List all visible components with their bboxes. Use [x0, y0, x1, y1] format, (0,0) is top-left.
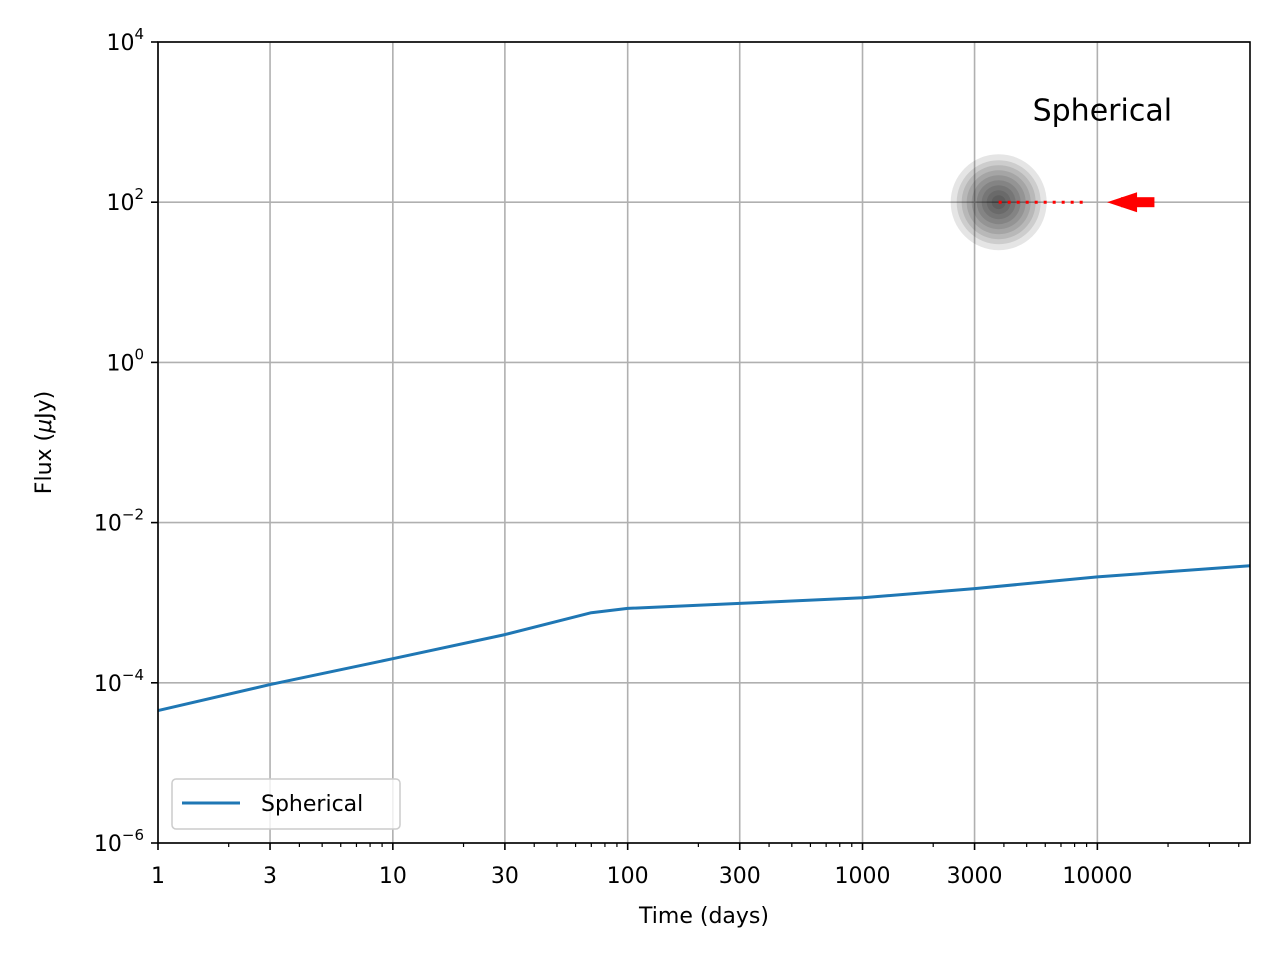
- annotation-text: Spherical: [1033, 93, 1172, 128]
- y-tick-label: 100: [106, 345, 144, 376]
- x-tick-label: 10000: [1062, 864, 1132, 889]
- plot-frame: [157, 41, 1251, 844]
- x-tick-label: 3: [263, 864, 277, 889]
- x-tick-label: 30: [491, 864, 519, 889]
- legend: Spherical: [171, 778, 401, 830]
- x-axis-title: Time (days): [638, 904, 769, 929]
- marker-arrow-shaft: [1121, 197, 1155, 208]
- y-tick-label: 10−2: [94, 506, 144, 537]
- y-axis-title-suffix: Jy): [32, 391, 57, 421]
- annotations: Spherical: [1033, 93, 1172, 128]
- y-tick-label: 10−6: [94, 826, 144, 857]
- y-axis-title-mu: μ: [32, 419, 57, 434]
- x-tick-label: 100: [607, 864, 649, 889]
- x-tick-label: 1: [151, 864, 165, 889]
- inset-marker: [950, 154, 1155, 251]
- legend-label: Spherical: [261, 792, 363, 817]
- y-tick-label: 10−4: [94, 666, 144, 697]
- x-tick-label: 1000: [835, 864, 891, 889]
- y-axis-title: Flux (μJy): [32, 391, 57, 494]
- x-tick-label: 10: [379, 864, 407, 889]
- y-tick-label: 102: [106, 185, 144, 216]
- marker-arrow-head: [1107, 192, 1138, 213]
- legend-box: [171, 778, 401, 830]
- y-axis-title-prefix: Flux (: [32, 433, 57, 494]
- series-line: [157, 564, 1251, 713]
- x-tick-label: 3000: [947, 864, 1003, 889]
- series-layer: [157, 564, 1251, 713]
- y-tick-label: 104: [106, 25, 144, 56]
- x-tick-label: 300: [719, 864, 761, 889]
- axis-ticks: 1 3 10 30 100 300 1000 3000 10000 10−6 10−4 10−2 100…: [94, 25, 1240, 889]
